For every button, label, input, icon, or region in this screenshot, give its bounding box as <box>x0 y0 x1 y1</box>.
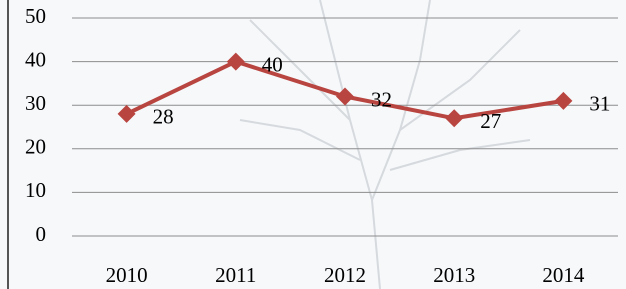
y-tick-label: 20 <box>25 135 46 159</box>
y-tick-label: 40 <box>25 47 46 71</box>
background <box>0 0 626 289</box>
x-tick-label: 2014 <box>542 263 585 287</box>
data-label: 40 <box>262 52 283 76</box>
y-tick-label: 50 <box>25 4 46 28</box>
x-tick-label: 2013 <box>433 263 475 287</box>
x-tick-label: 2012 <box>324 263 366 287</box>
data-label: 27 <box>480 109 501 133</box>
data-label: 32 <box>371 87 392 111</box>
y-tick-label: 10 <box>25 178 46 202</box>
chart: 0 10 20 30 40 50 2010 2011 2012 2013 2014 28 40 32 27 3… <box>0 0 626 289</box>
y-tick-label: 30 <box>25 91 46 115</box>
data-label: 31 <box>589 92 610 116</box>
x-tick-label: 2011 <box>215 263 256 287</box>
data-label: 28 <box>153 105 174 129</box>
y-tick-label: 0 <box>36 222 47 246</box>
x-tick-label: 2010 <box>106 263 148 287</box>
